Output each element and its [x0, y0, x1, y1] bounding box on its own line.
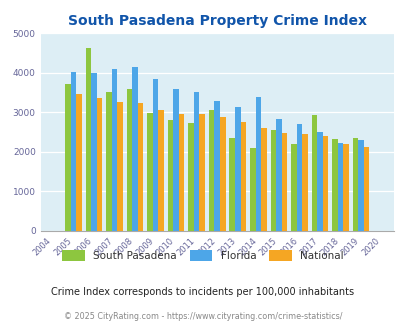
- Bar: [363, 147, 369, 231]
- Bar: [117, 102, 123, 231]
- Bar: [214, 101, 220, 231]
- Bar: [342, 144, 348, 231]
- Bar: [70, 72, 76, 231]
- Bar: [290, 144, 296, 231]
- Bar: [316, 132, 322, 231]
- Bar: [322, 136, 327, 231]
- Bar: [106, 92, 111, 231]
- Bar: [260, 128, 266, 231]
- Bar: [352, 138, 357, 231]
- Bar: [357, 140, 363, 231]
- Bar: [220, 117, 225, 231]
- Bar: [270, 130, 275, 231]
- Bar: [311, 115, 316, 231]
- Bar: [209, 110, 214, 231]
- Bar: [331, 139, 337, 231]
- Bar: [76, 94, 81, 231]
- Bar: [152, 79, 158, 231]
- Legend: South Pasadena, Florida, National: South Pasadena, Florida, National: [58, 246, 347, 265]
- Bar: [255, 97, 260, 231]
- Bar: [96, 98, 102, 231]
- Bar: [296, 124, 301, 231]
- Bar: [85, 48, 91, 231]
- Bar: [147, 114, 152, 231]
- Bar: [229, 138, 234, 231]
- Bar: [194, 92, 199, 231]
- Bar: [158, 110, 164, 231]
- Bar: [275, 119, 281, 231]
- Bar: [126, 89, 132, 231]
- Text: Crime Index corresponds to incidents per 100,000 inhabitants: Crime Index corresponds to incidents per…: [51, 287, 354, 297]
- Title: South Pasadena Property Crime Index: South Pasadena Property Crime Index: [68, 14, 366, 28]
- Bar: [132, 67, 138, 231]
- Bar: [138, 103, 143, 231]
- Bar: [111, 69, 117, 231]
- Bar: [199, 114, 205, 231]
- Bar: [337, 143, 342, 231]
- Bar: [167, 120, 173, 231]
- Bar: [249, 148, 255, 231]
- Bar: [234, 107, 240, 231]
- Bar: [173, 89, 179, 231]
- Bar: [179, 114, 184, 231]
- Bar: [301, 134, 307, 231]
- Bar: [65, 84, 70, 231]
- Bar: [188, 123, 194, 231]
- Text: © 2025 CityRating.com - https://www.cityrating.com/crime-statistics/: © 2025 CityRating.com - https://www.city…: [64, 312, 341, 321]
- Bar: [91, 73, 96, 231]
- Bar: [240, 122, 245, 231]
- Bar: [281, 133, 286, 231]
